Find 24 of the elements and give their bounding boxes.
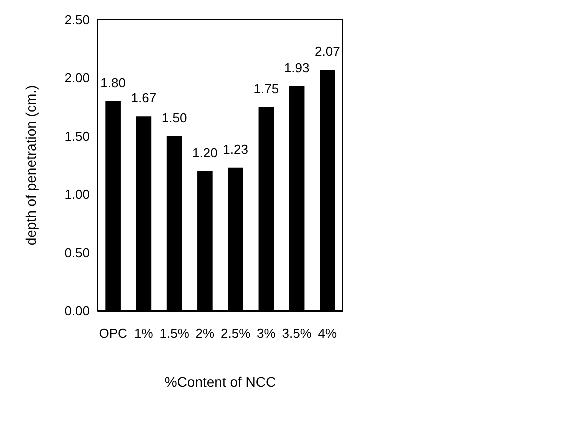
data-label: 1.93	[284, 60, 310, 76]
y-axis-title: depth of penetration (cm.)	[23, 85, 39, 246]
x-tick-label: 1%	[134, 326, 154, 341]
data-label: 1.20	[192, 145, 218, 160]
data-label: 1.23	[223, 142, 248, 157]
x-tick-label: 2.5%	[220, 326, 252, 341]
data-label: 1.80	[100, 75, 126, 90]
x-tick-label: 4%	[318, 326, 338, 341]
y-tick-label: 0.50	[64, 245, 90, 260]
data-label: 2.07	[315, 44, 340, 60]
y-tick-label: 2.00	[64, 70, 90, 86]
x-tick-label: 3%	[257, 326, 276, 341]
x-tick-label: 2%	[196, 326, 216, 341]
x-tick-label: 3.5%	[282, 326, 312, 341]
x-axis-title: %Content of NCC	[164, 374, 276, 390]
y-tick-label: 0.00	[64, 304, 90, 318]
y-tick-label: 1.00	[64, 187, 90, 202]
y-tick-label: 1.50	[64, 128, 90, 144]
data-label: 1.75	[254, 81, 280, 96]
data-label: 1.67	[131, 90, 157, 106]
y-tick-label: 2.50	[64, 12, 90, 28]
x-tick-label: 1.5%	[160, 326, 190, 341]
data-label: 1.50	[162, 110, 188, 126]
x-tick-label: OPC	[99, 326, 128, 341]
